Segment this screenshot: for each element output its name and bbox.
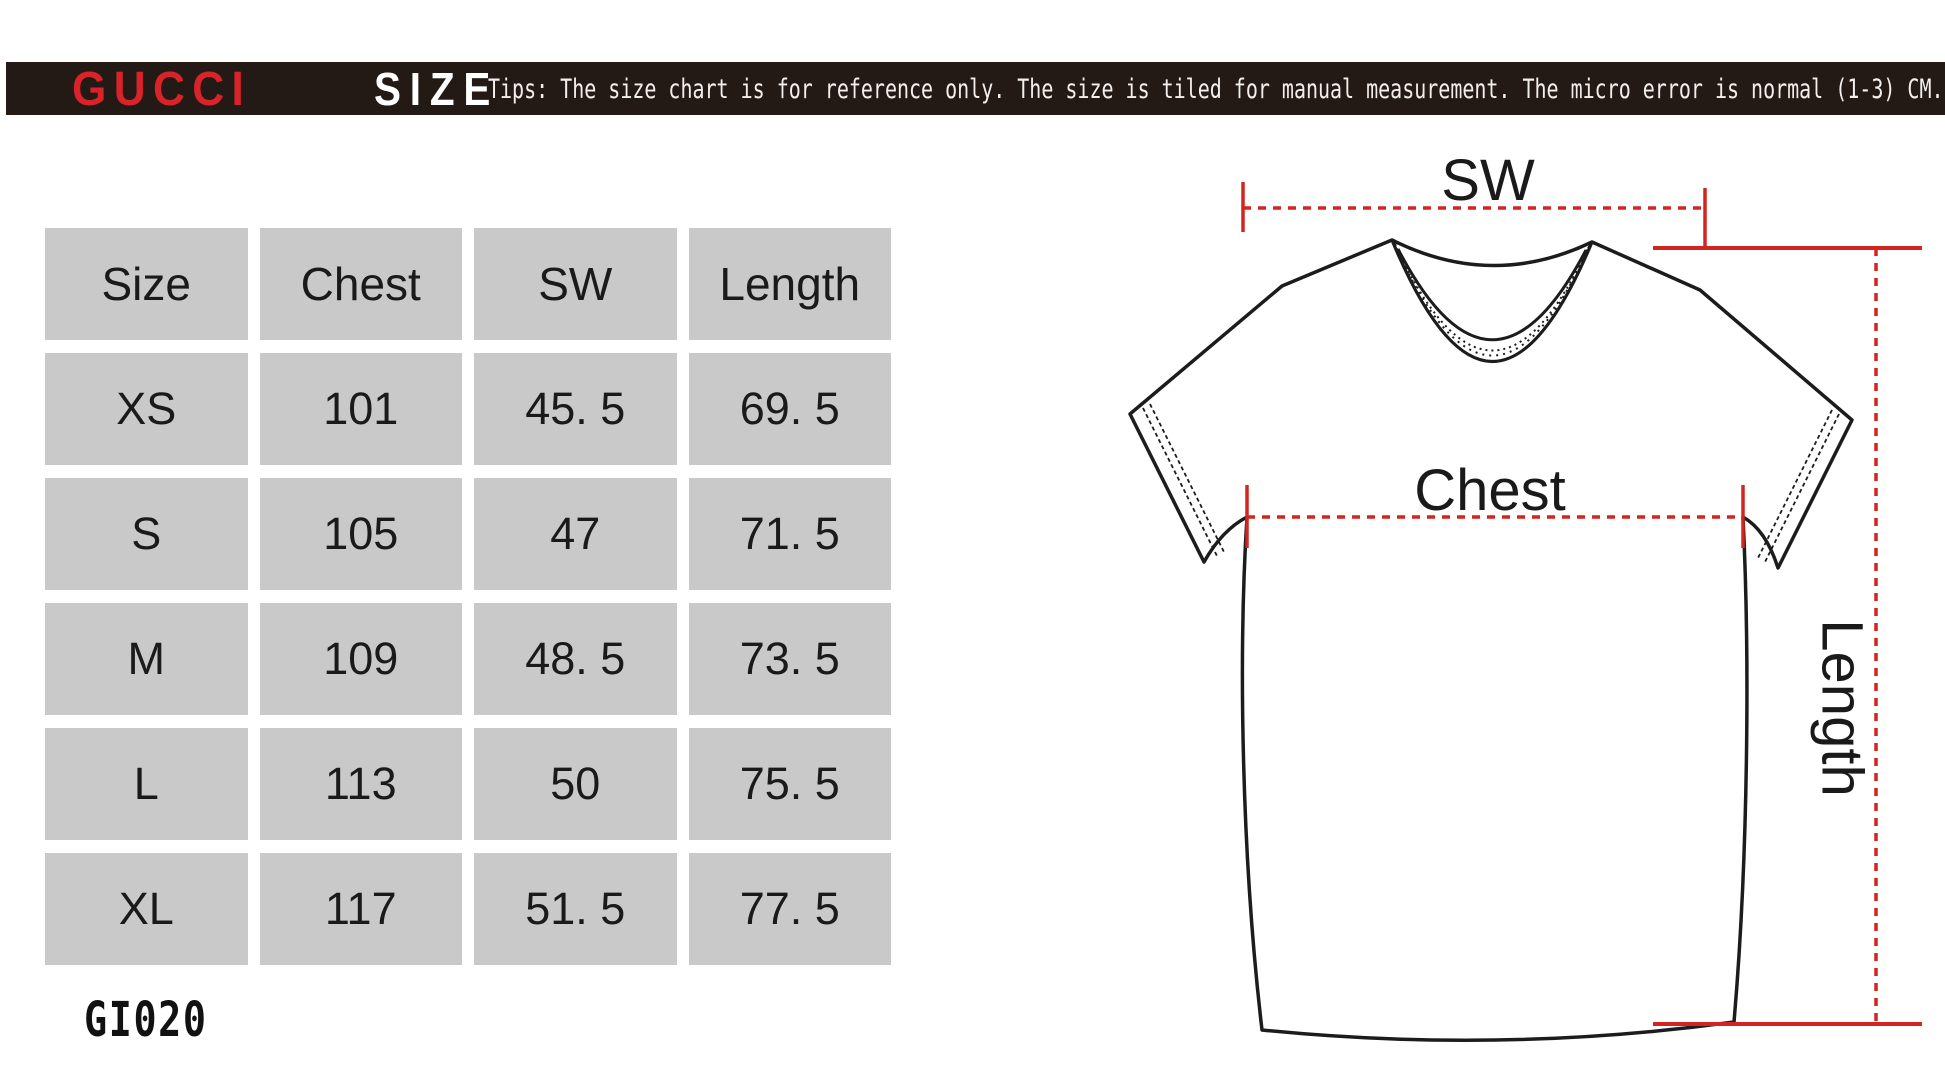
value-cell: 109 (259, 603, 462, 715)
value-cell: 51. 5 (474, 853, 677, 965)
chest-label: Chest (1414, 458, 1566, 523)
value-cell: 47 (474, 478, 677, 590)
sw-label: SW (1441, 148, 1535, 213)
tshirt-outline (1128, 238, 1854, 1043)
header-bar: GUCCI SIZE Tips: The size chart is for r… (6, 62, 1945, 116)
column-header-cell: Chest (259, 228, 462, 340)
value-cell: 69. 5 (688, 353, 891, 465)
value-cell: 77. 5 (688, 853, 891, 965)
value-cell: 101 (259, 353, 462, 465)
column-header-cell: Size (45, 228, 248, 340)
size-label-cell: M (45, 603, 248, 715)
value-cell: 50 (474, 728, 677, 840)
column-header-cell: SW (474, 228, 677, 340)
value-cell: 48. 5 (474, 603, 677, 715)
style-code: GI020 (84, 992, 208, 1048)
value-cell: 117 (259, 853, 462, 965)
size-label-cell: S (45, 478, 248, 590)
collar-inner-edge (1396, 248, 1588, 342)
value-cell: 113 (259, 728, 462, 840)
tips-text: Tips: The size chart is for reference on… (488, 74, 1944, 105)
column-header-cell: Length (688, 228, 891, 340)
size-label-cell: XL (45, 853, 248, 965)
size-diagram: SW Chest Length (1128, 148, 1922, 1043)
size-label-cell: XS (45, 353, 248, 465)
value-cell: 105 (259, 478, 462, 590)
size-title: SIZE (374, 63, 500, 115)
collar-ribbing (1394, 243, 1590, 352)
value-cell: 71. 5 (688, 478, 891, 590)
value-cell: 75. 5 (688, 728, 891, 840)
size-label-cell: L (45, 728, 248, 840)
length-label: Length (1810, 619, 1875, 796)
value-cell: 73. 5 (688, 603, 891, 715)
value-cell: 45. 5 (474, 353, 677, 465)
size-table: Size Chest SW Length XS 101 45. 5 69. 5 S 105 47 71… (45, 228, 891, 965)
collar-outer-seam (1390, 239, 1594, 363)
brand-logo: GUCCI (72, 63, 252, 116)
